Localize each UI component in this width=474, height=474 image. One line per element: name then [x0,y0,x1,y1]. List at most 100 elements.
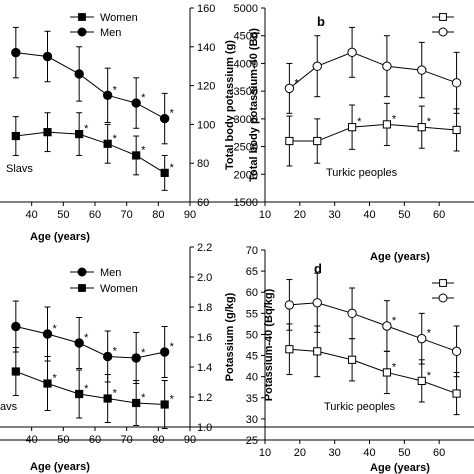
data-point [451,78,462,88]
data-point [43,128,52,137]
data-point [347,308,357,319]
legend-marker [78,284,86,292]
data-point [313,136,322,146]
panel-letter: d [314,261,322,276]
data-point [451,346,462,357]
series-0: * [284,26,462,114]
significance-star: * [53,373,58,385]
data-point [452,125,461,135]
data-point [417,65,427,75]
y-tick-label: 60 [197,197,209,209]
series-1: * * * [285,102,461,167]
significance-star: * [141,92,146,104]
x-axis-label: Age (years) [30,231,90,243]
data-point [131,353,141,363]
significance-star: * [84,123,89,135]
data-point [11,321,21,332]
data-point [285,345,294,354]
series-men: * * * [11,26,175,145]
significance-star: * [53,323,58,335]
significance-star: * [170,108,175,120]
panel-annotation: Slavs [6,163,33,175]
series-line [15,131,165,174]
series-line [289,348,457,395]
data-point [312,61,322,71]
data-point [74,338,84,348]
legend-label: Women [100,12,138,24]
data-point [285,136,294,146]
x-tick-label: 60 [433,209,445,221]
series-women: * * * * * [11,347,175,429]
x-tick-label: 40 [26,209,38,221]
y-tick-label: 45 [246,351,258,363]
data-point [284,300,295,310]
y-tick-label: 30 [246,414,258,426]
series-0: ** [284,272,462,378]
series-women: * * * * [11,112,175,191]
data-point [43,379,52,388]
series-line [289,123,457,142]
data-point [417,376,426,385]
significance-star: * [170,394,175,406]
legend-marker [77,27,87,37]
data-point [284,83,295,94]
panel-annotation: Turkic peoples [324,401,396,413]
data-point [160,168,169,178]
significance-star: * [141,347,146,359]
data-point [102,351,113,362]
y-tick-label: 1.4 [197,362,212,374]
data-point [159,113,170,124]
x-tick-label: 70 [121,209,133,221]
y-tick-label: 4500 [234,31,258,43]
data-point [42,51,53,62]
series-line [15,326,165,359]
legend-marker [439,13,447,21]
y-tick-label: 80 [197,158,209,170]
y-tick-label: 50 [246,329,258,341]
data-point [382,61,392,71]
data-point [452,389,461,398]
data-point [102,90,113,101]
y-tick-label: 3000 [234,114,258,126]
x-tick-label: 30 [329,209,341,221]
data-point [11,131,20,141]
significance-star: * [427,370,432,382]
legend-label: Men [100,267,121,279]
y-tick-label: 65 [246,266,258,278]
x-tick-label: 30 [329,447,341,459]
y-tick-label: 100 [197,119,215,131]
significance-star: * [170,162,175,174]
x-tick-label: 90 [184,209,196,221]
data-point [131,98,141,108]
data-point [347,355,357,364]
significance-star: * [113,346,118,358]
significance-star: * [141,144,146,156]
x-tick-label: 10 [259,447,271,459]
y-tick-label: 40 [246,372,258,384]
y-tick-label: 1.8 [197,302,212,314]
y-tick-label: 2.2 [197,242,212,254]
significance-star: * [113,84,118,96]
y-tick-label: 2000 [234,169,258,181]
significance-star: * [113,133,118,145]
y-axis-label: Potassium-40 (Bq/kg) [263,288,275,401]
significance-star: * [113,388,118,400]
x-tick-label: 50 [398,447,410,459]
legend-marker [438,27,448,37]
significance-star: * [357,116,362,128]
data-point [312,298,322,308]
panel-annotation: Turkic peoples [326,167,398,179]
data-point [313,347,322,356]
x-tick-label: 40 [363,447,375,459]
data-point [103,139,112,148]
data-point [75,130,84,139]
significance-star: * [392,113,397,125]
series-line [289,51,457,89]
significance-star: * [141,392,146,404]
data-point [103,394,112,403]
data-point [382,321,392,331]
legend-label: Men [100,27,121,39]
